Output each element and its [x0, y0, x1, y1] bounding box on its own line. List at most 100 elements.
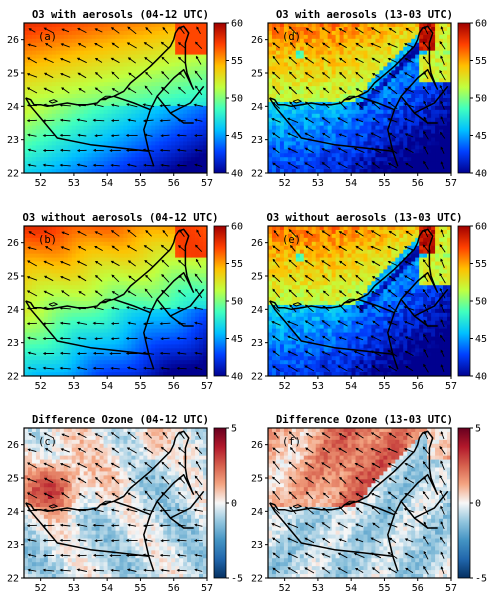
field-cell: [103, 352, 108, 357]
field-cell: [307, 105, 313, 111]
field-cell: [323, 34, 329, 40]
field-cell: [27, 169, 33, 173]
field-cell: [271, 82, 277, 87]
field-cell: [399, 34, 404, 40]
field-cell: [203, 30, 207, 36]
field-cell: [383, 153, 388, 158]
wind-arrow: [127, 87, 137, 94]
field-cell: [39, 304, 45, 310]
field-cell: [268, 145, 273, 150]
field-cell: [51, 78, 57, 83]
field-cell: [199, 101, 204, 107]
field-cell: [151, 26, 156, 32]
field-cell: [131, 113, 136, 119]
field-cell: [107, 245, 112, 251]
field-cell: [403, 94, 408, 99]
field-cell: [339, 109, 344, 115]
field-cell: [351, 109, 356, 115]
field-cell: [411, 145, 416, 150]
field-cell: [39, 308, 45, 314]
field-cell: [135, 308, 140, 314]
field-cell: [443, 66, 448, 71]
field-cell: [319, 26, 325, 32]
x-axis-ticks: 52 53 54 55 56 57: [279, 173, 457, 189]
field-cell: [83, 70, 89, 75]
field-cell: [31, 58, 37, 63]
field-cell: [155, 58, 160, 63]
field-cell: [135, 352, 140, 357]
field-cell: [107, 129, 112, 134]
field-cell: [39, 153, 45, 158]
field-cell: [335, 46, 341, 52]
field-cell: [43, 42, 49, 48]
field-cell: [107, 324, 112, 330]
wind-arrow: [160, 163, 170, 167]
field-cell: [163, 125, 168, 130]
field-cell: [67, 34, 73, 40]
field-cell: [335, 82, 341, 87]
field-cell: [79, 153, 85, 158]
field-cell: [31, 297, 37, 302]
field-cell: [95, 289, 100, 294]
field-cell: [131, 324, 136, 330]
field-cell: [415, 137, 420, 142]
field-cell: [55, 58, 61, 63]
field-cell: [443, 169, 448, 173]
field-cell: [123, 34, 128, 40]
field-cell: [63, 165, 69, 170]
field-cell: [167, 137, 172, 142]
field-cell: [127, 312, 132, 318]
x-tick-label: 56: [412, 178, 424, 189]
field-cell: [299, 169, 305, 173]
field-cell: [151, 157, 156, 162]
field-cell: [403, 38, 408, 44]
field-cell: [387, 34, 392, 40]
field-cell: [95, 66, 100, 71]
field-cell: [415, 78, 420, 83]
field-cell: [295, 46, 301, 52]
field-cell: [367, 117, 372, 123]
field-cell: [435, 125, 440, 130]
field-cell: [43, 249, 49, 255]
field-cell: [395, 133, 400, 138]
field-cell: [311, 141, 317, 146]
field-cell: [291, 165, 297, 170]
field-cell: [351, 54, 356, 59]
field-cell: [123, 54, 128, 59]
field-cell: [183, 125, 188, 130]
field-cell: [51, 265, 57, 270]
wind-arrow: [304, 72, 314, 79]
field-cell: [87, 66, 93, 71]
field-cell: [379, 78, 384, 83]
field-cell: [24, 90, 29, 95]
field-cell: [131, 42, 136, 48]
field-cell: [331, 149, 337, 154]
field-cell: [123, 348, 128, 353]
field-cell: [63, 312, 69, 318]
field-cell: [115, 165, 120, 170]
field-cell: [43, 54, 49, 59]
field-cell: [91, 293, 97, 298]
field-cell: [51, 82, 57, 87]
field-cell: [119, 229, 124, 235]
field-cell: [43, 340, 49, 345]
field-cell: [43, 273, 49, 278]
field-cell: [75, 149, 81, 154]
field-cell: [87, 149, 93, 154]
field-cell: [51, 241, 57, 247]
wind-arrow: [387, 57, 398, 63]
field-cell: [143, 344, 148, 349]
colorbar-tick-label: 55: [475, 56, 487, 67]
field-cell: [83, 169, 89, 173]
field-cell: [375, 94, 380, 99]
field-cell: [407, 149, 412, 154]
field-cell: [287, 23, 293, 28]
wind-arrow: [196, 26, 201, 35]
field-cell: [407, 26, 412, 32]
field-cell: [299, 145, 305, 150]
field-cell: [131, 273, 136, 278]
field-cell: [179, 137, 184, 142]
field-cell: [271, 133, 277, 138]
field-cell: [43, 233, 49, 239]
field-cell: [355, 165, 360, 170]
